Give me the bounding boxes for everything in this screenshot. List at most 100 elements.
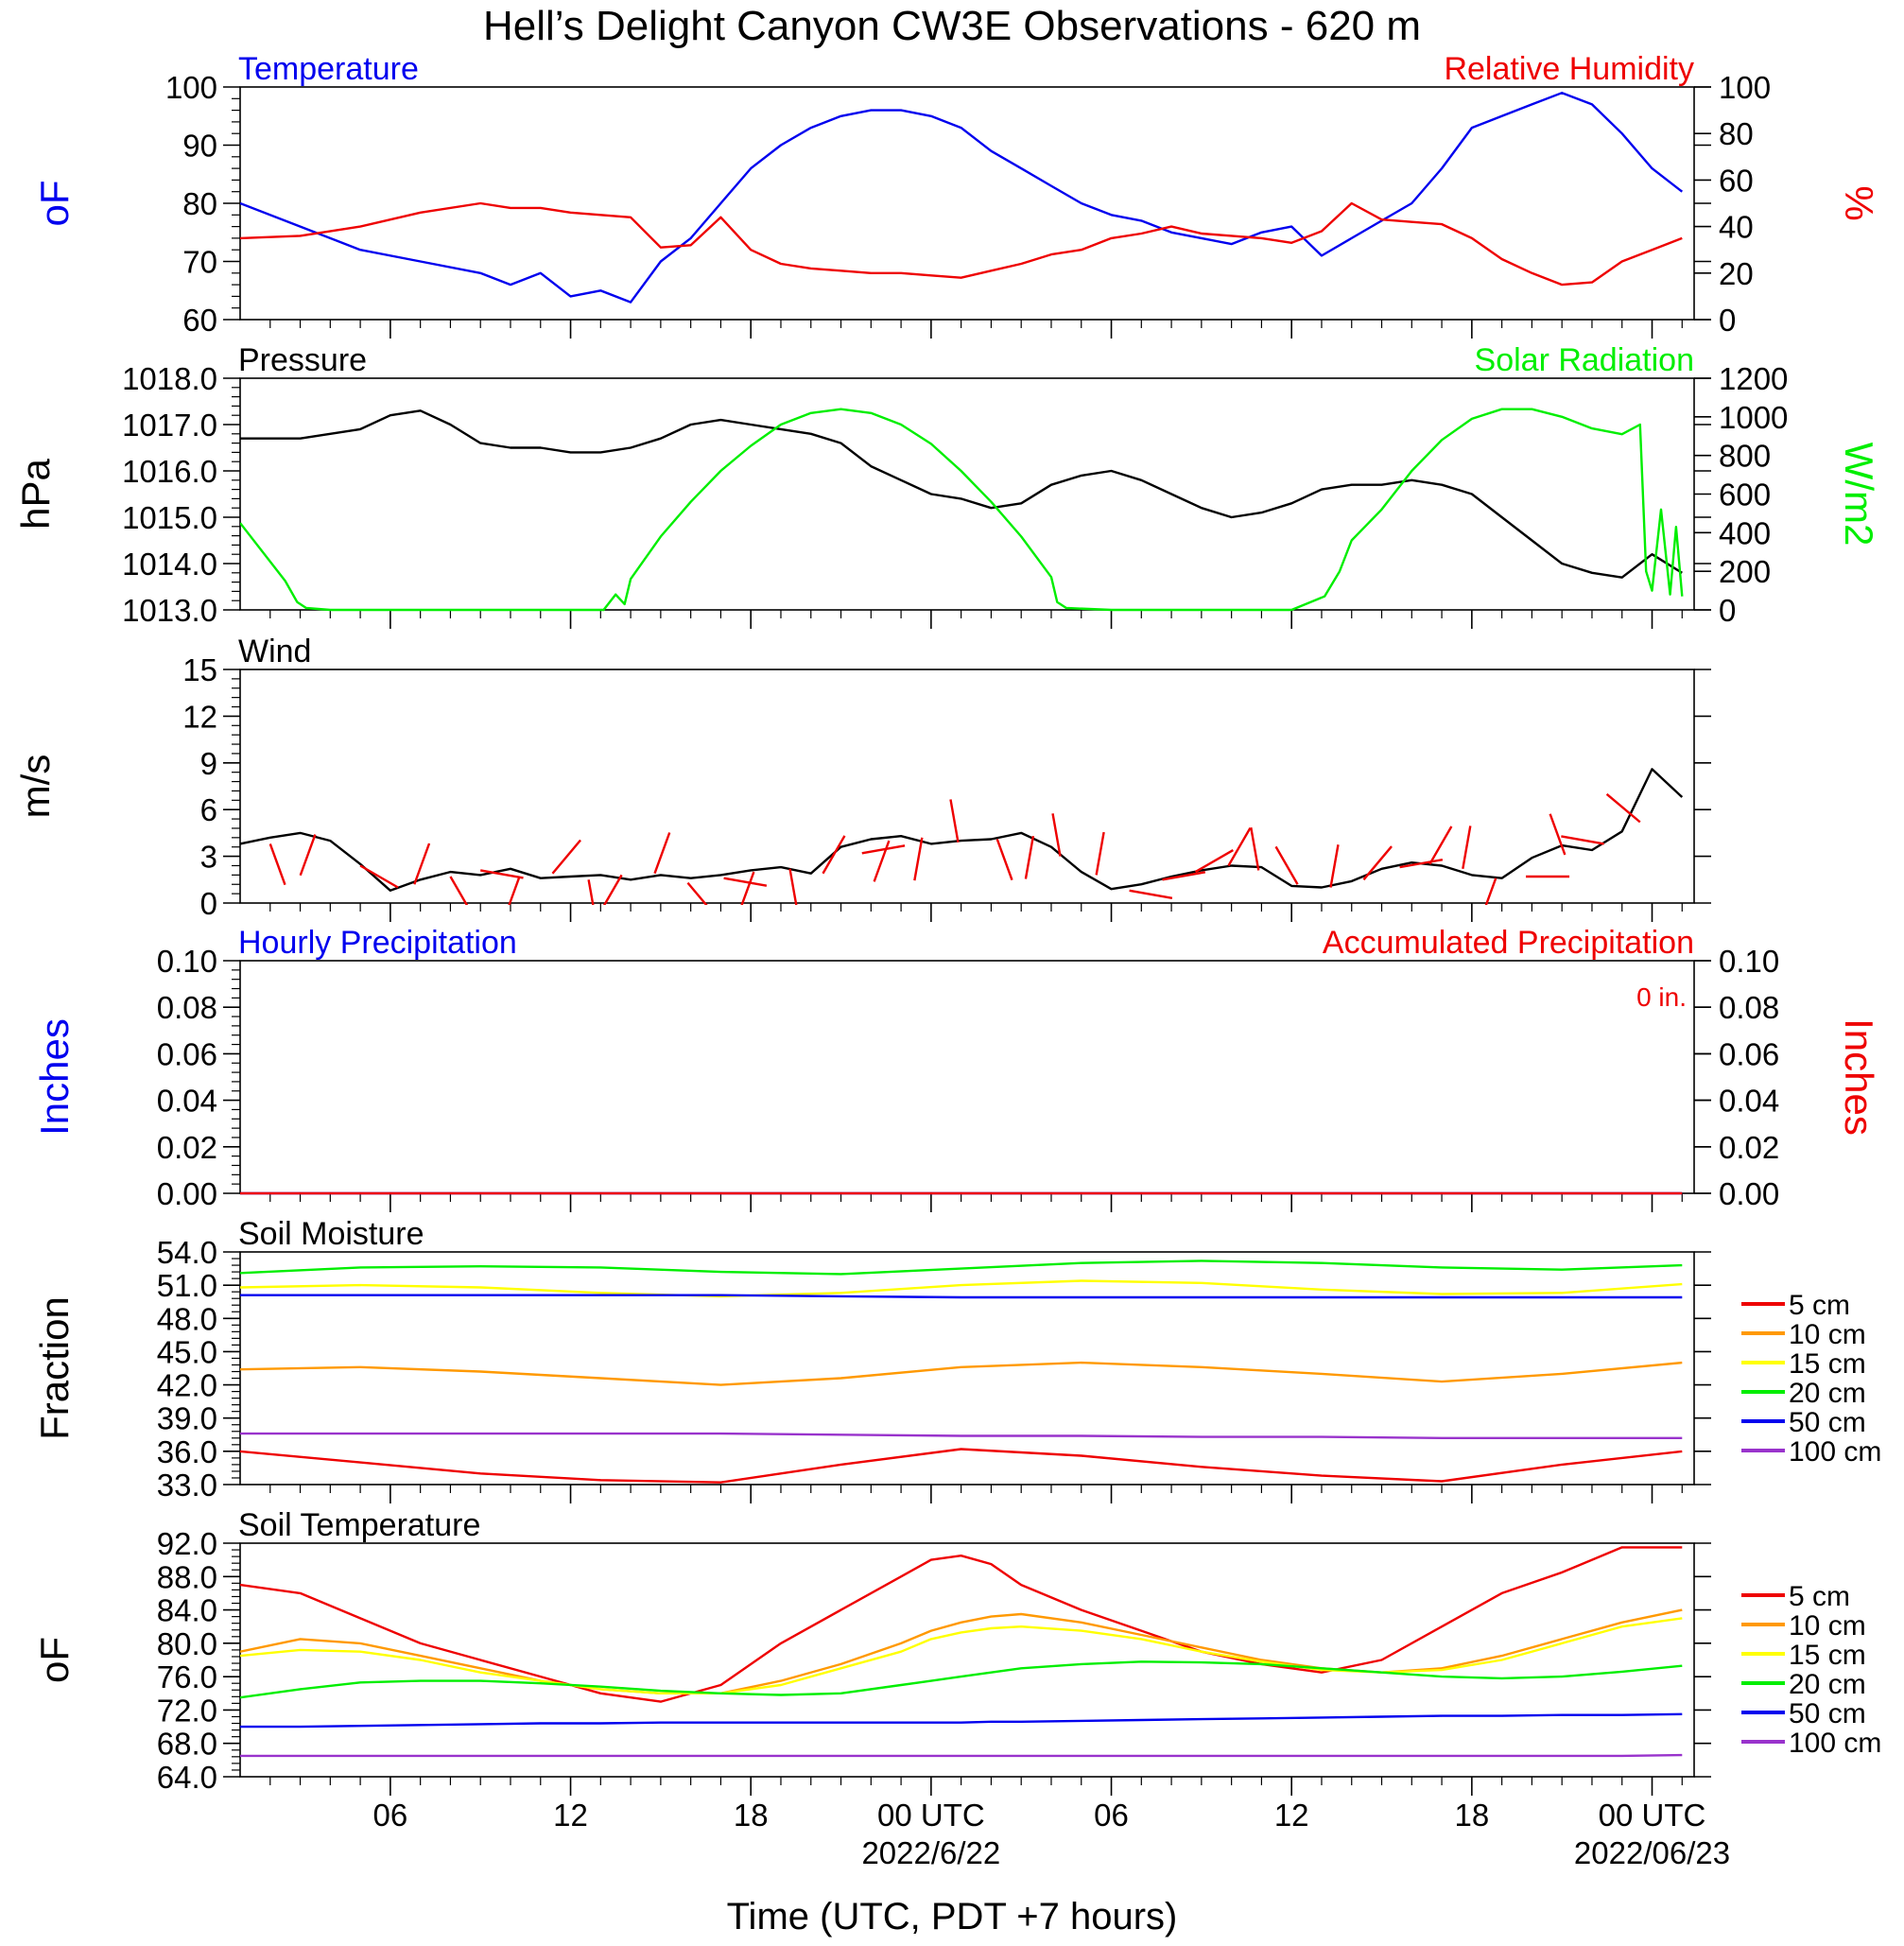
accumulated-total-label: 0 in. (1636, 982, 1687, 1012)
x-tick-label: 18 (734, 1798, 769, 1833)
wind-barb (723, 877, 768, 887)
legend-label: 100 cm (1789, 1436, 1881, 1468)
series-line-solar-radiation (240, 408, 1684, 612)
y-tick-label: 1017.0 (122, 408, 217, 443)
wind-barb (480, 869, 524, 879)
y-tick-label: 3 (200, 840, 217, 875)
y-tick-label: 0.06 (157, 1036, 217, 1071)
series-group (240, 92, 1684, 304)
wind-barb (268, 843, 286, 886)
wind-barb (1549, 813, 1566, 856)
y-axis-label-right: Inches (1837, 1018, 1881, 1136)
y-tick-label: 6 (200, 792, 217, 827)
series-line-50-cm (240, 1294, 1683, 1299)
series-group (240, 1260, 1683, 1484)
wind-barb (1194, 849, 1234, 874)
series-line-20-cm (240, 1660, 1683, 1699)
wind-barb (508, 876, 521, 905)
panel-2: 1018.0 1017.0 1016.0 1015.0 1014.0 1013.0 1200… (13, 342, 1881, 629)
series-line-5-cm (240, 1448, 1683, 1484)
y-tick-label-right: 20 (1719, 256, 1754, 291)
wind-barb (1399, 858, 1444, 869)
date-label: 2022/6/22 (861, 1835, 1000, 1870)
figure-title: Hell’s Delight Canyon CW3E Observations … (483, 3, 1421, 49)
y-tick-label: 15 (182, 652, 217, 687)
plot-frame (239, 669, 1695, 904)
wind-barb (359, 864, 399, 889)
y-tick-label-right: 800 (1719, 439, 1771, 474)
wind-barb (1129, 889, 1173, 899)
panel-right-title: Relative Humidity (1444, 51, 1694, 87)
y-tick-label: 0 (200, 886, 217, 921)
y-tick-label: 92.0 (157, 1526, 217, 1561)
y-tick-label: 9 (200, 746, 217, 781)
legend-label: 100 cm (1789, 1728, 1881, 1759)
wind-barb (1605, 792, 1641, 824)
legend-label: 50 cm (1789, 1698, 1866, 1729)
series-line-5-cm (240, 1546, 1683, 1703)
y-tick-label: 36.0 (157, 1434, 217, 1469)
series-line-20-cm (240, 1260, 1683, 1276)
y-axis-label-left: Fraction (32, 1296, 77, 1440)
y-tick-label-right: 0.02 (1719, 1130, 1779, 1165)
y-tick-label-right: 80 (1719, 116, 1754, 151)
y-tick-label-right: 0.10 (1719, 944, 1779, 979)
y-tick-label: 100 (165, 70, 217, 105)
wind-barb (551, 839, 581, 875)
wind-barb (1428, 825, 1453, 865)
y-tick-label-right: 60 (1719, 163, 1754, 198)
y-axis-label-left: Inches (32, 1018, 77, 1136)
y-tick-label: 88.0 (157, 1559, 217, 1594)
wind-barb (1274, 845, 1299, 885)
y-tick-label: 48.0 (157, 1301, 217, 1336)
panel-left-title: Soil Temperature (238, 1507, 480, 1543)
y-tick-label-right: 40 (1719, 210, 1754, 245)
plot-frame (239, 86, 1695, 321)
date-label: 2022/06/23 (1574, 1835, 1730, 1870)
legend-label: 10 cm (1789, 1610, 1866, 1642)
legend-label: 5 cm (1789, 1290, 1850, 1321)
wind-barb (449, 876, 469, 905)
legend-label: 50 cm (1789, 1407, 1866, 1438)
x-tick-label: 00 UTC (877, 1798, 985, 1833)
y-tick-label: 84.0 (157, 1593, 217, 1628)
wind-barb (1362, 845, 1393, 881)
wind-barb (602, 874, 623, 905)
wind-barb (822, 835, 846, 875)
x-tick-label: 00 UTC (1599, 1798, 1706, 1833)
y-tick-label-right: 0.06 (1719, 1036, 1779, 1071)
wind-barb (788, 868, 798, 905)
y-tick-label: 80.0 (157, 1626, 217, 1661)
series-group (240, 408, 1684, 612)
wind-barb (913, 837, 924, 881)
y-tick-label-right: 600 (1719, 478, 1771, 513)
legend-label: 10 cm (1789, 1319, 1866, 1350)
wind-barb (1329, 844, 1340, 888)
y-tick-label: 80 (182, 186, 217, 221)
wind-barb (413, 843, 431, 885)
panel-right-title: Accumulated Precipitation (1323, 925, 1694, 961)
wind-barb (653, 832, 671, 875)
series-line-100-cm (240, 1753, 1683, 1758)
y-tick-label: 0.02 (157, 1130, 217, 1165)
x-axis-title: Time (UTC, PDT +7 hours) (727, 1896, 1178, 1937)
panel-left-title: Temperature (238, 51, 419, 87)
y-tick-label: 1016.0 (122, 454, 217, 489)
wind-barb (1162, 871, 1206, 881)
y-axis-label-right: W/m2 (1837, 443, 1881, 547)
y-tick-label-right: 0.08 (1719, 990, 1779, 1025)
panel-3: 15 12 9 6 3 0 Wind m/s (13, 634, 1711, 922)
plot-frame (239, 1542, 1695, 1778)
wind-barb (299, 834, 317, 877)
series-line-100-cm (240, 1432, 1683, 1439)
y-tick-label-right: 0 (1719, 593, 1736, 628)
y-axis-label-left: oF (32, 180, 77, 226)
x-tick-label: 18 (1454, 1798, 1489, 1833)
panel-right-title: Solar Radiation (1475, 342, 1694, 378)
series-group (240, 1546, 1683, 1758)
y-tick-label-right: 0.04 (1719, 1084, 1779, 1119)
wind-barb (1024, 835, 1035, 879)
wind-barb (873, 840, 891, 882)
series-group (240, 768, 1684, 905)
panel-4: 0.10 0.08 0.06 0.04 0.02 0.00 0.10 0.08 0.06 0.04… (32, 925, 1881, 1212)
